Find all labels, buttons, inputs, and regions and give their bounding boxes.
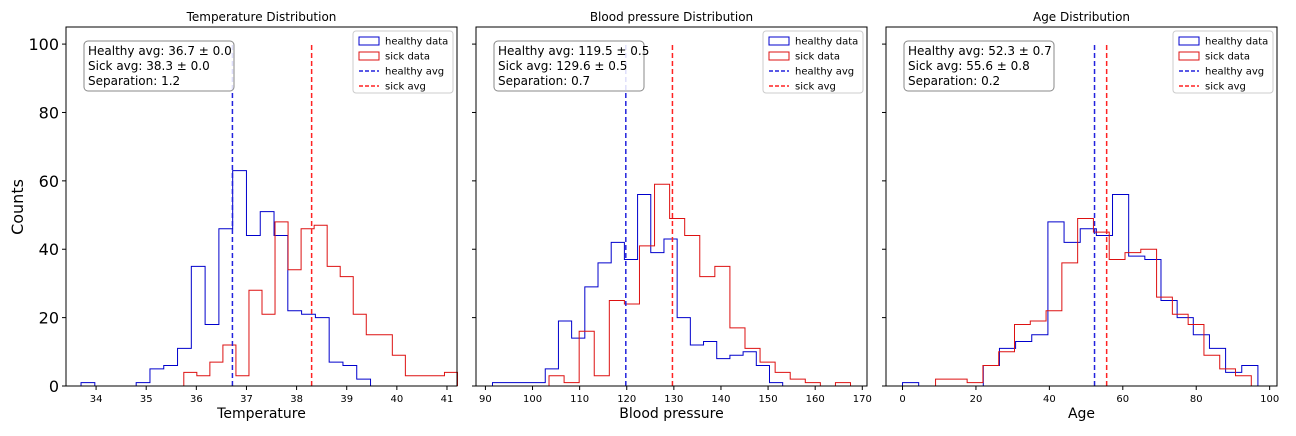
legend-label: sick avg: [795, 82, 836, 93]
legend: healthy data sick data healthy avg sick avg: [762, 30, 864, 94]
histogram-sick: [548, 183, 852, 387]
histogram-healthy: [80, 170, 372, 387]
y-tick-label: 60: [39, 172, 59, 191]
x-tick-label: 37: [240, 394, 253, 405]
legend-swatch-healthy: [358, 36, 380, 46]
chart-panel-3: Age Distribution 0 20 40 60 80 100 Age Healthy a…: [882, 10, 1279, 422]
histogram-sick: [183, 221, 458, 386]
x-axis-label: Age: [1068, 406, 1095, 422]
legend-box: [762, 30, 864, 94]
x-axis-label: Temperature: [216, 406, 306, 422]
stats-box: [903, 40, 1055, 92]
x-tick-label: 40: [1043, 394, 1056, 405]
legend-label: sick data: [795, 52, 840, 63]
legend-swatch-sick: [768, 51, 790, 61]
stats-line: Sick avg: 129.6 ± 0.5: [498, 59, 627, 73]
x-tick-label: 80: [1190, 394, 1203, 405]
stats-line: Separation: 0.7: [498, 74, 590, 88]
y-tick-label: 20: [39, 309, 59, 328]
chart-title: Blood pressure Distribution: [590, 10, 753, 24]
stats-line: Healthy avg: 119.5 ± 0.5: [498, 44, 649, 58]
legend-label: sick avg: [385, 82, 426, 93]
stats-line: Separation: 1.2: [88, 74, 180, 88]
legend: healthy data sick data healthy avg sick avg: [352, 30, 454, 94]
legend-box: [1172, 30, 1274, 94]
legend-label: healthy avg: [795, 67, 854, 78]
legend-swatch-sick: [358, 51, 380, 61]
legend-box: [352, 30, 454, 94]
x-tick-label: 130: [664, 394, 683, 405]
legend-label: healthy avg: [1205, 67, 1264, 78]
x-tick-label: 120: [617, 394, 636, 405]
x-tick-label: 90: [479, 394, 492, 405]
axes-frame: [885, 26, 1278, 387]
chart-panel-2: Blood pressure Distribution 90 100 110 120 13…: [472, 10, 872, 422]
legend-label: healthy data: [1205, 37, 1268, 48]
stats-line: Sick avg: 55.6 ± 0.8: [908, 59, 1030, 73]
legend-label: sick data: [385, 52, 430, 63]
legend-label: healthy data: [385, 37, 448, 48]
x-tick-label: 34: [90, 394, 103, 405]
x-tick-label: 20: [970, 394, 983, 405]
y-tick-label: 100: [28, 35, 59, 54]
legend-label: healthy data: [795, 37, 858, 48]
y-tick-label: 40: [39, 240, 59, 259]
x-tick-label: 110: [570, 394, 589, 405]
stats-line: Separation: 0.2: [908, 74, 1000, 88]
stats-line: Sick avg: 38.3 ± 0.0: [88, 59, 210, 73]
x-tick-label: 39: [340, 394, 353, 405]
x-tick-label: 0: [899, 394, 905, 405]
x-axis-label: Blood pressure: [619, 406, 723, 422]
histogram-healthy: [491, 194, 784, 386]
x-tick-label: 100: [523, 394, 542, 405]
axes-frame: [475, 26, 868, 387]
axes-frame: [65, 26, 458, 387]
stats-box: [493, 40, 645, 92]
x-tick-label: 41: [441, 394, 454, 405]
y-tick-label: 80: [39, 103, 59, 122]
legend: healthy data sick data healthy avg sick avg: [1172, 30, 1274, 94]
legend-label: sick data: [1205, 52, 1250, 63]
stats-box: [83, 40, 235, 92]
x-tick-label: 140: [711, 394, 730, 405]
legend-swatch-healthy: [1178, 36, 1200, 46]
x-tick-label: 150: [759, 394, 778, 405]
x-tick-label: 36: [190, 394, 203, 405]
chart-title: Age Distribution: [1033, 10, 1130, 24]
y-axis-label: Counts: [8, 179, 27, 235]
x-tick-label: 60: [1116, 394, 1129, 405]
histogram-healthy: [902, 194, 1259, 387]
x-tick-label: 160: [806, 394, 825, 405]
chart-title: Temperature Distribution: [186, 10, 337, 24]
legend-swatch-healthy: [768, 36, 790, 46]
x-tick-label: 100: [1260, 394, 1279, 405]
stats-line: Healthy avg: 52.3 ± 0.7: [908, 44, 1052, 58]
y-tick-label: 0: [49, 377, 59, 396]
x-tick-label: 170: [853, 394, 872, 405]
legend-label: healthy avg: [385, 67, 444, 78]
histogram-sick: [935, 217, 1252, 386]
legend-swatch-sick: [1178, 51, 1200, 61]
chart-panel-1: Temperature Distribution 34 35 36 37 38 39 40 41…: [28, 10, 458, 422]
x-tick-label: 38: [290, 394, 303, 405]
x-tick-label: 40: [390, 394, 403, 405]
stats-line: Healthy avg: 36.7 ± 0.0: [88, 44, 232, 58]
legend-label: sick avg: [1205, 82, 1246, 93]
x-tick-label: 35: [140, 394, 153, 405]
